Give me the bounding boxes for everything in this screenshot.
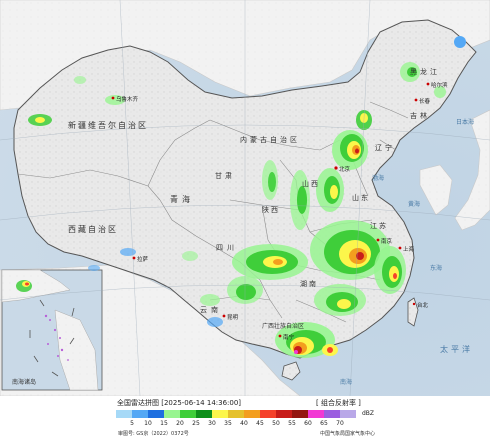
sea-label-donghai: 东海 bbox=[430, 264, 442, 272]
sea-label-nanhai: 南海 bbox=[340, 378, 352, 386]
city-label-changchun: 长春 bbox=[419, 97, 431, 105]
sea-label-riben: 日本海 bbox=[456, 118, 474, 126]
city-dot-nanjing bbox=[376, 238, 380, 242]
city-label-nanjing: 南京 bbox=[381, 237, 393, 245]
legend-tick-label: 10 bbox=[144, 420, 152, 427]
region-label-hunan: 湖南 bbox=[300, 279, 318, 288]
legend-swatch bbox=[180, 410, 196, 418]
legend-tick-label: 65 bbox=[320, 420, 328, 427]
radar-title: 全国雷达拼图 [2025-06-14 14:36:00] bbox=[117, 399, 242, 407]
sea-label-bohai: 渤海 bbox=[372, 174, 384, 182]
city-label-beijing: 北京 bbox=[339, 165, 351, 173]
legend-tick-label: 20 bbox=[176, 420, 184, 427]
sea-label-huanghai: 黄海 bbox=[408, 200, 420, 208]
region-label-qinghai: 青海 bbox=[170, 194, 194, 204]
legend-swatch bbox=[228, 410, 244, 418]
region-label-heilongjiang: 黑龙江 bbox=[410, 67, 440, 76]
region-label-guangxi: 广西壮族自治区 bbox=[262, 322, 304, 330]
legend-swatch bbox=[308, 410, 324, 418]
city-label-wulumuqi: 乌鲁木齐 bbox=[116, 95, 139, 103]
region-label-yunnan: 云南 bbox=[200, 305, 222, 314]
city-dot-harbin bbox=[426, 82, 430, 86]
legend-tick-label: 15 bbox=[160, 420, 168, 427]
legend-tick-label: 70 bbox=[336, 420, 344, 427]
city-dot-taibei bbox=[412, 302, 416, 306]
region-label-jiangsu: 江苏 bbox=[370, 221, 388, 230]
legend-swatch bbox=[196, 410, 212, 418]
legend-swatch bbox=[212, 410, 228, 418]
region-label-liaoning: 辽宁 bbox=[375, 143, 395, 152]
city-label-lasa: 拉萨 bbox=[137, 255, 149, 263]
issuing-organization: 中国气象局国家气象中心 bbox=[320, 431, 376, 437]
city-dot-wulumuqi bbox=[111, 96, 115, 100]
map-canvas: 新疆维吾尔自治区 西藏自治区 青海 甘肃 内蒙古自治区 黑龙江 吉林 辽宁 四川… bbox=[0, 0, 490, 396]
legend-tick-label: 35 bbox=[224, 420, 232, 427]
region-label-sichuan: 四川 bbox=[216, 244, 238, 252]
region-label-xizang: 西藏自治区 bbox=[68, 224, 118, 234]
legend-tick-label: 55 bbox=[288, 420, 296, 427]
region-label-nanhai: 南海诸岛 bbox=[12, 378, 36, 386]
graticule bbox=[0, 0, 490, 396]
product-name: [ 组合反射率 ] bbox=[316, 399, 361, 407]
taiwan-island bbox=[407, 297, 419, 327]
legend-tick-label: 25 bbox=[192, 420, 200, 427]
legend-unit: dBZ bbox=[362, 410, 375, 417]
legend-swatch bbox=[292, 410, 308, 418]
legend-swatch bbox=[324, 410, 340, 418]
inset-radar-echo bbox=[16, 280, 32, 292]
color-legend-bar bbox=[116, 410, 356, 419]
city-label-shanghai: 上海 bbox=[403, 245, 415, 253]
hainan-island bbox=[281, 361, 301, 381]
legend-swatch bbox=[260, 410, 276, 418]
map-approval-number: 审图号: GS京（2022）0372号 bbox=[118, 431, 189, 437]
legend-tick-label: 45 bbox=[256, 420, 264, 427]
legend-swatch bbox=[164, 410, 180, 418]
legend-tick-label: 40 bbox=[240, 420, 248, 427]
city-dot-nanning bbox=[278, 334, 282, 338]
city-label-nanning: 南宁 bbox=[283, 333, 295, 341]
radar-echoes bbox=[28, 36, 466, 358]
city-dot-beijing bbox=[334, 166, 338, 170]
city-dot-lasa bbox=[132, 256, 136, 260]
city-label-harbin: 哈尔滨 bbox=[431, 81, 448, 89]
legend-tick-label: 30 bbox=[208, 420, 216, 427]
legend-swatch bbox=[340, 410, 356, 418]
legend-swatch bbox=[116, 410, 132, 418]
nanhai-inset bbox=[1, 269, 103, 391]
legend-swatch bbox=[148, 410, 164, 418]
legend-tick-label: 5 bbox=[130, 420, 134, 427]
region-label-neimenggu: 内蒙古自治区 bbox=[240, 135, 300, 144]
legend-title-row: 全国雷达拼图 [2025-06-14 14:36:00] [ 组合反射率 ] bbox=[0, 398, 490, 410]
legend-tick-label: 50 bbox=[272, 420, 280, 427]
region-label-shaanxi: 陕西 bbox=[262, 205, 280, 214]
region-label-xinjiang: 新疆维吾尔自治区 bbox=[68, 120, 148, 130]
japan-land bbox=[454, 109, 490, 231]
legend-swatch bbox=[132, 410, 148, 418]
region-label-gansu: 甘肃 bbox=[215, 171, 235, 180]
legend-swatch bbox=[244, 410, 260, 418]
region-label-shanxi: 山西 bbox=[302, 179, 320, 188]
sea-label-taipingyang: 太平洋 bbox=[440, 344, 473, 354]
city-dot-kunming bbox=[222, 314, 226, 318]
legend-tick-label: 60 bbox=[304, 420, 312, 427]
region-label-jilin: 吉林 bbox=[410, 111, 430, 120]
city-dot-shanghai bbox=[398, 246, 402, 250]
city-label-taibei: 台北 bbox=[417, 301, 429, 309]
city-dot-changchun bbox=[414, 98, 418, 102]
legend-swatch bbox=[276, 410, 292, 418]
city-label-kunming: 昆明 bbox=[227, 314, 239, 321]
region-label-shandong: 山东 bbox=[352, 193, 370, 202]
korea-japan-land bbox=[419, 164, 453, 216]
